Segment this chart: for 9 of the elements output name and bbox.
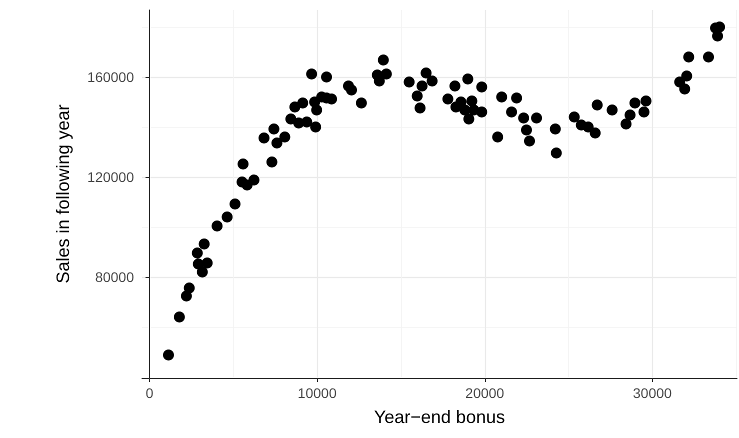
x-tick-label: 30000 <box>632 385 672 401</box>
x-axis-title: Year−end bonus <box>374 407 505 427</box>
x-tick-label: 10000 <box>298 385 337 401</box>
x-tick-label: 0 <box>146 385 154 401</box>
y-axis-title: Sales in following year <box>53 104 73 284</box>
y-tick-label: 80000 <box>95 269 134 285</box>
y-tick-label: 160000 <box>87 69 134 85</box>
y-tick-label: 120000 <box>87 169 134 185</box>
x-tick-label: 20000 <box>465 385 504 401</box>
